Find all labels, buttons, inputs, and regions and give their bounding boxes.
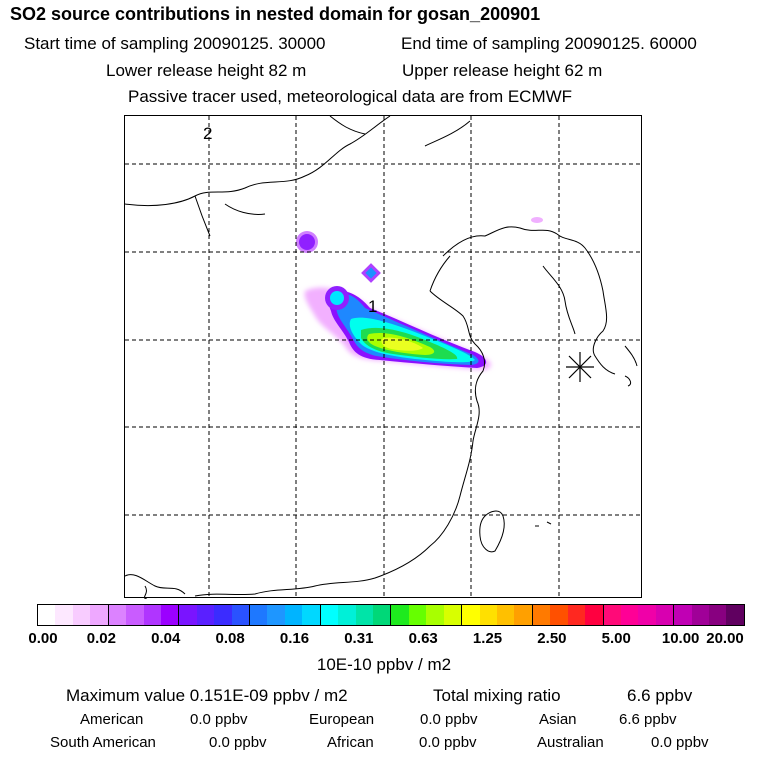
colorbar-cell xyxy=(479,605,497,625)
colorbar-tick-label: 1.25 xyxy=(472,630,503,647)
colorbar-cell xyxy=(443,605,463,625)
colorbar-tick-label: 0.31 xyxy=(344,630,374,647)
colorbar-cell xyxy=(320,605,339,625)
colorbar-cell xyxy=(72,605,91,625)
colorbar-cell xyxy=(603,605,621,625)
colorbar-tick-label: 10.00 xyxy=(661,630,700,647)
colorbar-units: 10E-10 ppbv / m2 xyxy=(316,655,452,674)
blob-left xyxy=(330,291,344,305)
colorbar-cell xyxy=(638,605,656,625)
colorbar-cell xyxy=(391,605,409,625)
blob-east xyxy=(531,217,543,223)
region-name: South American xyxy=(50,734,156,751)
colorbar-cell xyxy=(108,605,127,625)
colorbar-cell xyxy=(55,605,73,625)
region-value: 0.0 ppbv xyxy=(190,711,248,728)
blob-small xyxy=(365,267,377,279)
region-name: Australian xyxy=(537,734,604,751)
colorbar-tick-label: 0.00 xyxy=(28,630,58,647)
receptor-marker xyxy=(566,352,594,382)
region-name: African xyxy=(327,734,374,751)
colorbar-cell xyxy=(373,605,392,625)
start-time-label: Start time of sampling 20090125. 30000 xyxy=(24,34,326,53)
colorbar-cell xyxy=(726,605,744,625)
colorbar-tick-label: 2.50 xyxy=(537,630,567,647)
colorbar-cell xyxy=(143,605,161,625)
colorbar-cell xyxy=(532,605,551,625)
colorbar-cell xyxy=(355,605,374,625)
region-name: American xyxy=(80,711,144,728)
colorbar-cell xyxy=(231,605,251,625)
plume xyxy=(296,217,543,370)
colorbar-cell xyxy=(709,605,727,625)
colorbar-tick-label: 20.00 xyxy=(706,630,744,647)
colorbar-cell xyxy=(90,605,109,625)
colorbar-cell xyxy=(550,605,568,625)
colorbar-tick-label: 0.02 xyxy=(86,630,116,647)
colorbar-cell xyxy=(585,605,604,625)
colorbar-cell xyxy=(674,605,692,625)
colorbar-tick-label: 0.04 xyxy=(151,630,181,647)
colorbar-cell xyxy=(179,605,197,625)
source-label-2: 2 xyxy=(203,124,212,143)
region-name: European xyxy=(309,711,375,728)
colorbar-cell xyxy=(691,605,710,625)
upper-height-label: Upper release height 62 m xyxy=(402,61,603,80)
map-panel: 1 2 xyxy=(124,115,643,599)
colorbar-tick-label: 0.08 xyxy=(215,630,245,647)
region-value: 0.0 ppbv xyxy=(651,734,709,751)
lat-lon-grid xyxy=(125,116,643,599)
colorbar-cell xyxy=(567,605,586,625)
colorbar-cell xyxy=(38,605,56,625)
colorbar-cell xyxy=(620,605,639,625)
tracer-note: Passive tracer used, meteorological data… xyxy=(128,87,573,106)
lower-height-label: Lower release height 82 m xyxy=(106,61,307,80)
colorbar-cell xyxy=(426,605,444,625)
figure-title: SO2 source contributions in nested domai… xyxy=(10,4,541,24)
colorbar-cell xyxy=(408,605,427,625)
colorbar-cell xyxy=(267,605,285,625)
region-value: 0.0 ppbv xyxy=(420,711,478,728)
plume-yellow xyxy=(381,337,423,351)
colorbar-cell xyxy=(214,605,232,625)
max-value: Maximum value 0.151E-09 ppbv / m2 xyxy=(66,686,348,705)
colorbar-cell xyxy=(160,605,180,625)
blob-upper-left xyxy=(299,234,315,250)
colorbar-cell xyxy=(514,605,533,625)
colorbar-cell xyxy=(196,605,215,625)
colorbar-cell xyxy=(302,605,321,625)
region-value: 6.6 ppbv xyxy=(619,711,677,728)
colorbar-tick-label: 5.00 xyxy=(601,630,631,647)
colorbar-cell xyxy=(284,605,303,625)
map-canvas: 1 2 xyxy=(125,116,643,599)
end-time-label: End time of sampling 20090125. 60000 xyxy=(401,34,697,53)
coastlines xyxy=(125,116,638,599)
region-name: Asian xyxy=(539,711,577,728)
colorbar-tick-label: 0.16 xyxy=(279,630,310,647)
total-mixing-value: 6.6 ppbv xyxy=(627,686,693,705)
colorbar-cell xyxy=(338,605,356,625)
colorbar-tick-label: 0.63 xyxy=(408,630,438,647)
colorbar-cell xyxy=(126,605,144,625)
colorbar-cell xyxy=(250,605,268,625)
colorbar-cell xyxy=(496,605,515,625)
colorbar-cell xyxy=(462,605,480,625)
region-value: 0.0 ppbv xyxy=(419,734,477,751)
source-label-1: 1 xyxy=(368,297,377,316)
total-mixing-label: Total mixing ratio xyxy=(433,686,561,705)
colorbar xyxy=(37,604,745,626)
region-value: 0.0 ppbv xyxy=(209,734,267,751)
colorbar-cell xyxy=(655,605,675,625)
